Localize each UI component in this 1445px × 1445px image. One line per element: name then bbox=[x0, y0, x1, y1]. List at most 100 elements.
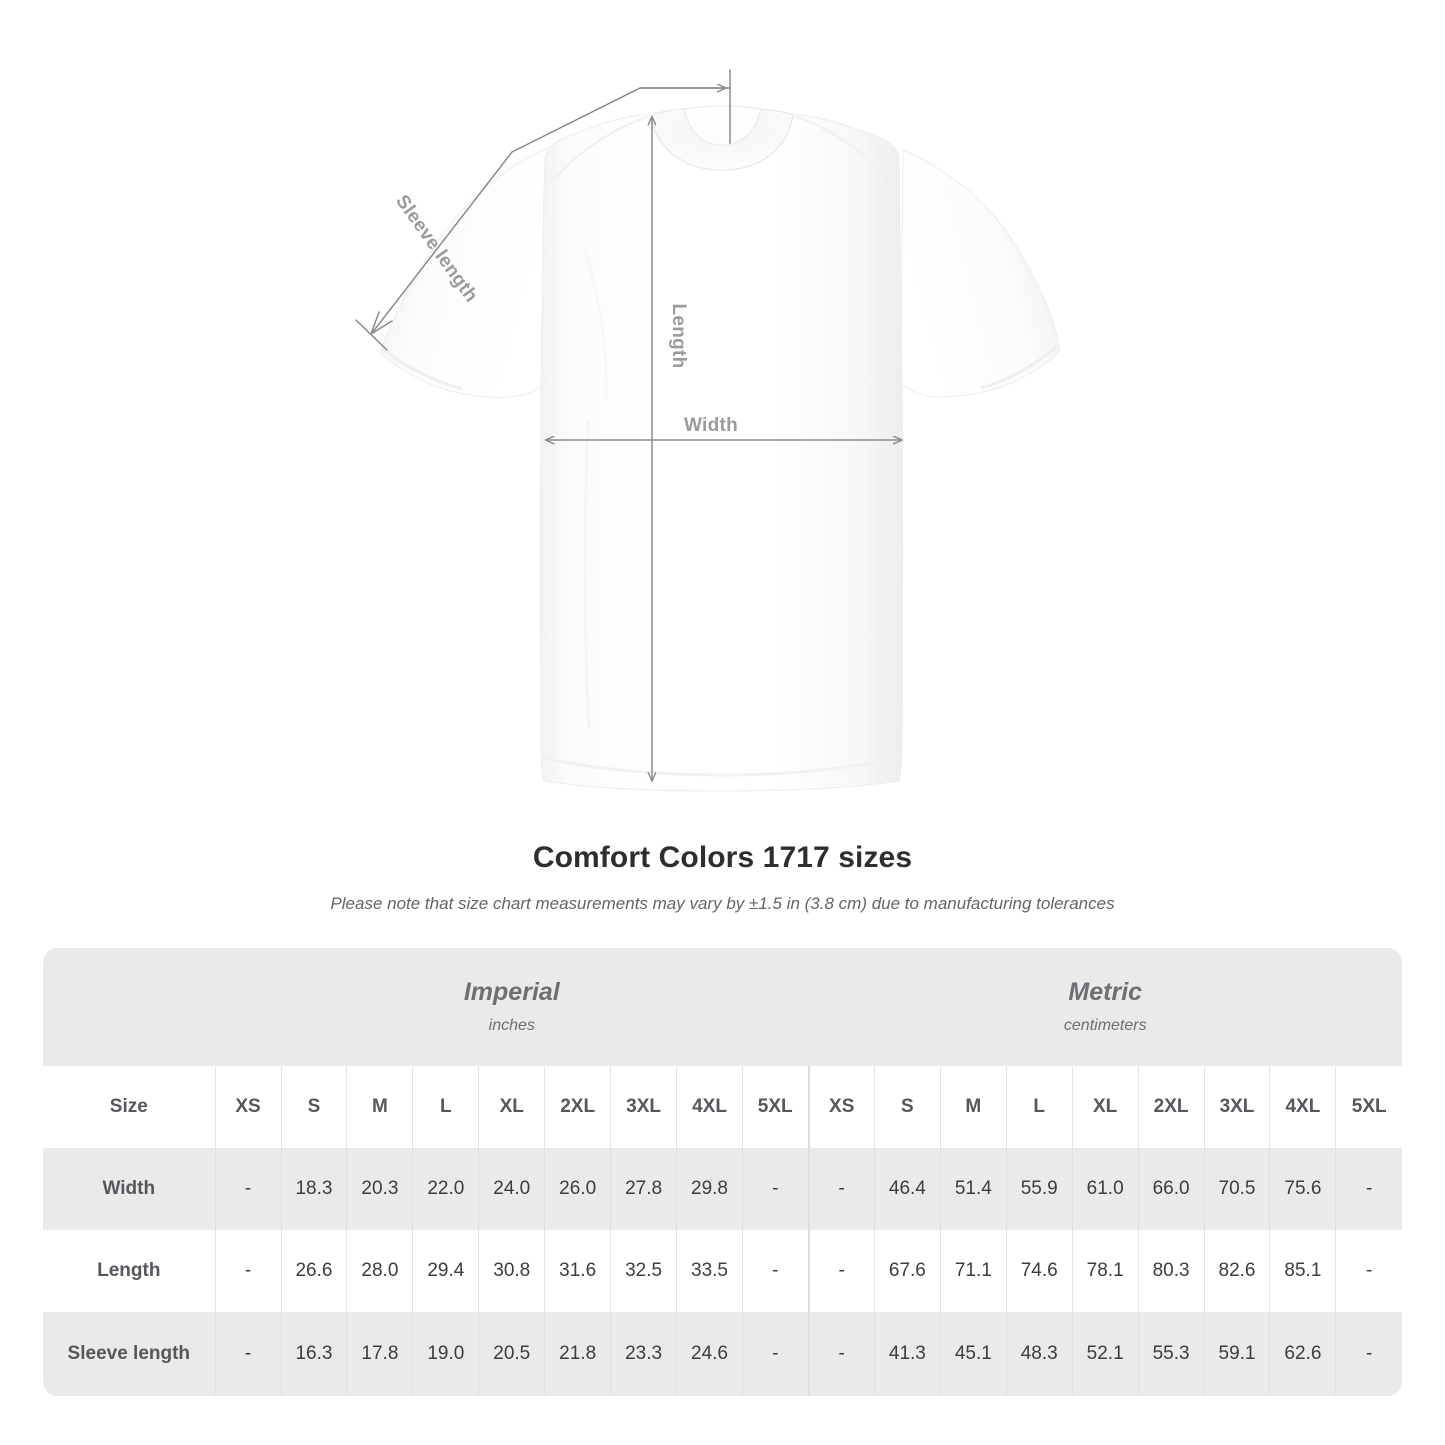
width-metric-3xl: 70.5 bbox=[1203, 1148, 1270, 1230]
tshirt-neck-opening bbox=[683, 105, 762, 146]
length-label: Length bbox=[668, 303, 689, 368]
tshirt-garment bbox=[379, 105, 1061, 792]
length-metric-s: 67.6 bbox=[873, 1230, 941, 1312]
size-header-metric-5xl: 5XL bbox=[1335, 1066, 1402, 1148]
imperial-system-unit: inches bbox=[488, 1017, 535, 1034]
length-imperial-s: 26.6 bbox=[280, 1230, 347, 1312]
fabric-fold-left bbox=[583, 419, 591, 731]
size-header-metric-xs: XS bbox=[807, 1066, 875, 1148]
width-imperial-s: 18.3 bbox=[280, 1148, 347, 1230]
width-imperial-2xl: 26.0 bbox=[544, 1148, 611, 1230]
size-row-label: Size bbox=[43, 1066, 216, 1148]
tshirt-right-shoulder-seam bbox=[794, 115, 894, 185]
size-header-imperial-2xl: 2XL bbox=[544, 1066, 611, 1148]
unit-banner-row: Imperial inches Metric centimeters bbox=[43, 948, 1402, 1066]
sleeve-imperial-5xl: - bbox=[741, 1312, 809, 1396]
width-imperial-4xl: 29.8 bbox=[676, 1148, 743, 1230]
width-metric-l: 55.9 bbox=[1005, 1148, 1073, 1230]
size-header-metric-s: S bbox=[873, 1066, 941, 1148]
length-metric-xl: 78.1 bbox=[1071, 1230, 1139, 1312]
tshirt-illustration: Sleeve length Length Width bbox=[355, 69, 1061, 792]
metric-system-name: Metric bbox=[1068, 978, 1143, 1006]
width-metric-m: 51.4 bbox=[939, 1148, 1007, 1230]
length-imperial-4xl: 33.5 bbox=[676, 1230, 743, 1312]
width-metric-xl: 61.0 bbox=[1071, 1148, 1139, 1230]
size-header-imperial-l: L bbox=[412, 1066, 479, 1148]
row-label-width: Width bbox=[43, 1148, 216, 1230]
measurement-annotations bbox=[355, 69, 902, 781]
length-imperial-l: 29.4 bbox=[412, 1230, 479, 1312]
length-metric-l: 74.6 bbox=[1005, 1230, 1073, 1312]
size-header-metric-l: L bbox=[1005, 1066, 1073, 1148]
width-metric-2xl: 66.0 bbox=[1137, 1148, 1205, 1230]
sleeve-imperial-xl: 20.5 bbox=[478, 1312, 545, 1396]
size-header-imperial-s: S bbox=[280, 1066, 347, 1148]
size-header-metric-3xl: 3XL bbox=[1203, 1066, 1270, 1148]
page-title: Comfort Colors 1717 sizes bbox=[532, 841, 913, 874]
size-header-imperial-4xl: 4XL bbox=[676, 1066, 743, 1148]
size-header-row: Size XS S M L XL 2XL 3XL 4XL 5XL XS S M … bbox=[43, 1066, 1402, 1148]
width-imperial-l: 22.0 bbox=[412, 1148, 479, 1230]
width-metric-xs: - bbox=[807, 1148, 875, 1230]
tshirt-right-sleeve-hem bbox=[980, 344, 1059, 390]
sleeve-metric-s: 41.3 bbox=[873, 1312, 941, 1396]
tshirt-right-sleeve bbox=[900, 149, 1061, 398]
width-imperial-xl: 24.0 bbox=[478, 1148, 545, 1230]
size-header-metric-xl: XL bbox=[1071, 1066, 1139, 1148]
sleeve-imperial-s: 16.3 bbox=[280, 1312, 347, 1396]
length-metric-3xl: 82.6 bbox=[1203, 1230, 1270, 1312]
tolerance-note: Please note that size chart measurements… bbox=[330, 894, 1115, 913]
length-imperial-2xl: 31.6 bbox=[544, 1230, 611, 1312]
size-header-metric-m: M bbox=[939, 1066, 1007, 1148]
row-label-sleeve-length: Sleeve length bbox=[43, 1312, 216, 1396]
table-row-sleeve-length: Sleeve length - 16.3 17.8 19.0 20.5 21.8… bbox=[43, 1312, 1402, 1396]
table-row-length: Length - 26.6 28.0 29.4 30.8 31.6 32.5 3… bbox=[43, 1230, 1402, 1312]
size-header-imperial-5xl: 5XL bbox=[741, 1066, 809, 1148]
length-metric-2xl: 80.3 bbox=[1137, 1230, 1205, 1312]
metric-banner-cell: Metric centimeters bbox=[808, 948, 1402, 1066]
tshirt-body bbox=[539, 113, 904, 792]
sleeve-length-end-tick bbox=[355, 319, 388, 351]
size-chart-table: Imperial inches Metric centimeters Size … bbox=[43, 948, 1402, 1396]
sleeve-metric-xl: 52.1 bbox=[1071, 1312, 1139, 1396]
sleeve-imperial-m: 17.8 bbox=[346, 1312, 413, 1396]
size-header-imperial-xs: XS bbox=[214, 1066, 282, 1148]
length-imperial-xs: - bbox=[214, 1230, 282, 1312]
sleeve-imperial-l: 19.0 bbox=[412, 1312, 479, 1396]
length-metric-5xl: - bbox=[1335, 1230, 1402, 1312]
width-imperial-xs: - bbox=[214, 1148, 282, 1230]
width-imperial-3xl: 27.8 bbox=[610, 1148, 677, 1230]
imperial-system-name: Imperial bbox=[463, 978, 560, 1006]
size-chart-table-wrap: Imperial inches Metric centimeters Size … bbox=[43, 948, 1402, 1396]
size-header-imperial-m: M bbox=[346, 1066, 413, 1148]
size-header-metric-2xl: 2XL bbox=[1137, 1066, 1205, 1148]
imperial-banner-cell: Imperial inches bbox=[215, 948, 809, 1066]
length-imperial-3xl: 32.5 bbox=[610, 1230, 677, 1312]
sleeve-metric-m: 45.1 bbox=[939, 1312, 1007, 1396]
sleeve-metric-3xl: 59.1 bbox=[1203, 1312, 1270, 1396]
sleeve-imperial-4xl: 24.6 bbox=[676, 1312, 743, 1396]
row-label-length: Length bbox=[43, 1230, 216, 1312]
sleeve-imperial-2xl: 21.8 bbox=[544, 1312, 611, 1396]
sleeve-imperial-3xl: 23.3 bbox=[610, 1312, 677, 1396]
size-header-metric-4xl: 4XL bbox=[1269, 1066, 1336, 1148]
sleeve-metric-4xl: 62.6 bbox=[1269, 1312, 1336, 1396]
width-metric-s: 46.4 bbox=[873, 1148, 941, 1230]
width-imperial-m: 20.3 bbox=[346, 1148, 413, 1230]
size-header-imperial-xl: XL bbox=[478, 1066, 545, 1148]
heading-block: Comfort Colors 1717 sizes Please note th… bbox=[0, 838, 1445, 916]
width-imperial-5xl: - bbox=[741, 1148, 809, 1230]
length-metric-m: 71.1 bbox=[939, 1230, 1007, 1312]
tshirt-left-shoulder-seam bbox=[550, 115, 650, 183]
width-metric-5xl: - bbox=[1335, 1148, 1402, 1230]
table-row-width: Width - 18.3 20.3 22.0 24.0 26.0 27.8 29… bbox=[43, 1148, 1402, 1230]
fabric-fold-chest bbox=[583, 249, 608, 401]
banner-spacer-cell bbox=[43, 948, 216, 1066]
tshirt-left-sleeve-hem bbox=[381, 346, 463, 391]
metric-system-unit: centimeters bbox=[1063, 1017, 1147, 1034]
length-metric-xs: - bbox=[807, 1230, 875, 1312]
sleeve-imperial-xs: - bbox=[214, 1312, 282, 1396]
length-imperial-5xl: - bbox=[741, 1230, 809, 1312]
size-header-imperial-3xl: 3XL bbox=[610, 1066, 677, 1148]
sleeve-metric-5xl: - bbox=[1335, 1312, 1402, 1396]
